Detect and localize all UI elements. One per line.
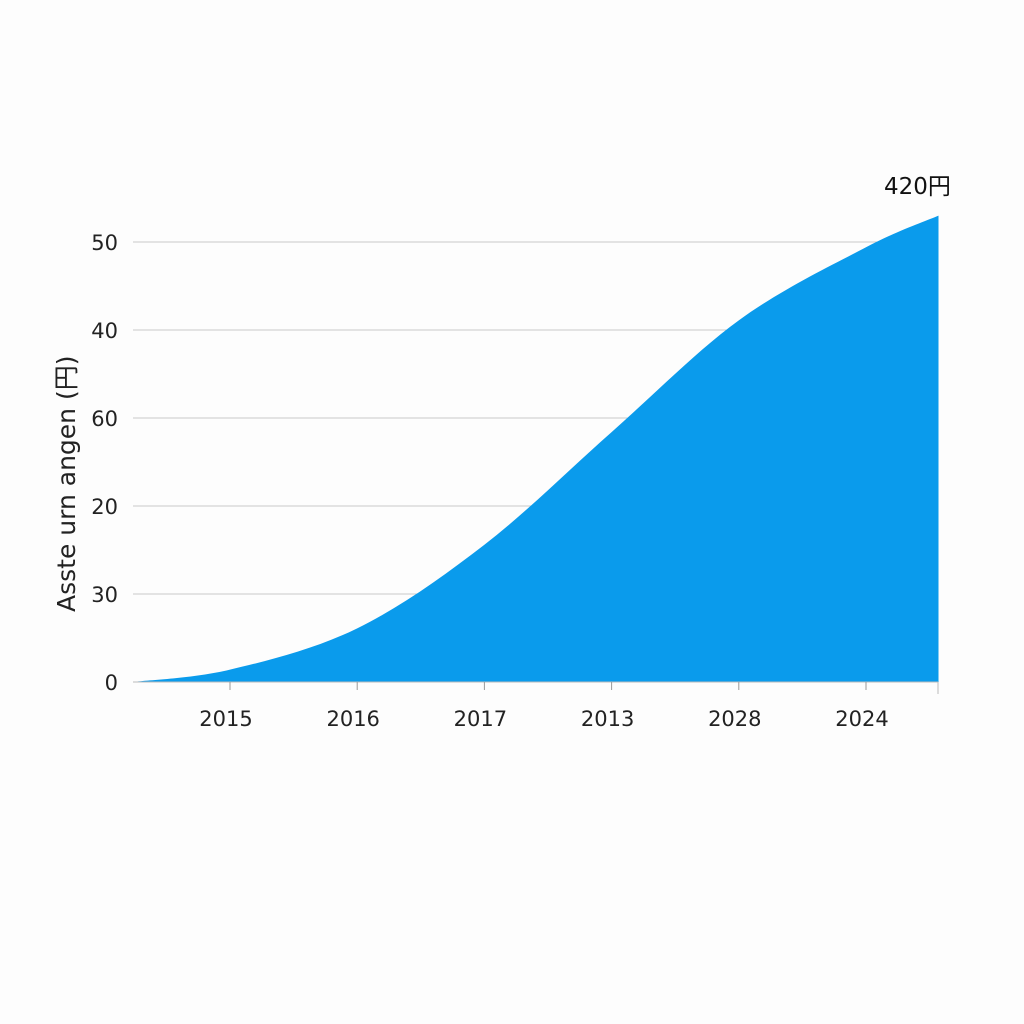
x-tick-label: 2013 (581, 707, 634, 731)
y-tick-label: 40 (91, 319, 118, 343)
y-axis-label: Asste urn angen (円) (52, 356, 81, 612)
y-tick-label: 50 (91, 231, 118, 255)
annotation-label: 420円 (884, 174, 951, 200)
x-tick-label: 2016 (326, 707, 379, 731)
y-tick-label: 20 (91, 495, 118, 519)
y-tick-label: 30 (91, 583, 118, 607)
area-series (133, 215, 939, 682)
x-tick-label: 2015 (199, 707, 252, 731)
y-tick-label: 0 (105, 671, 118, 695)
x-tick-label: 2028 (708, 707, 761, 731)
y-tick-label: 60 (91, 407, 118, 431)
x-tick-label: 2017 (454, 707, 507, 731)
x-tick-label: 2024 (835, 707, 888, 731)
